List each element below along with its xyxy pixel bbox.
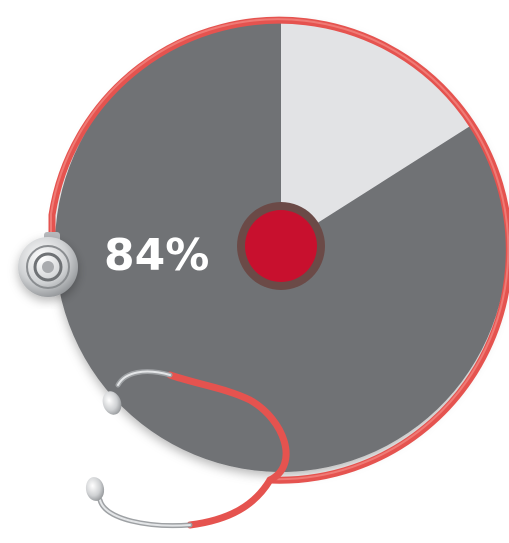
ear-tip-icon — [85, 477, 105, 501]
tube-ring-highlight — [50, 18, 509, 481]
tube-bottom-branch — [186, 476, 274, 529]
tube-lower-loop — [166, 371, 290, 484]
pie-slice-minor — [281, 20, 472, 246]
chest-piece-icon — [18, 232, 78, 297]
ear-tip-icon — [102, 391, 122, 415]
stethoscope-ear-tubes — [85, 369, 193, 529]
stethoscope-tube — [48, 16, 509, 529]
percentage-label: 84% — [104, 230, 209, 281]
pie-center-hub — [237, 202, 325, 290]
